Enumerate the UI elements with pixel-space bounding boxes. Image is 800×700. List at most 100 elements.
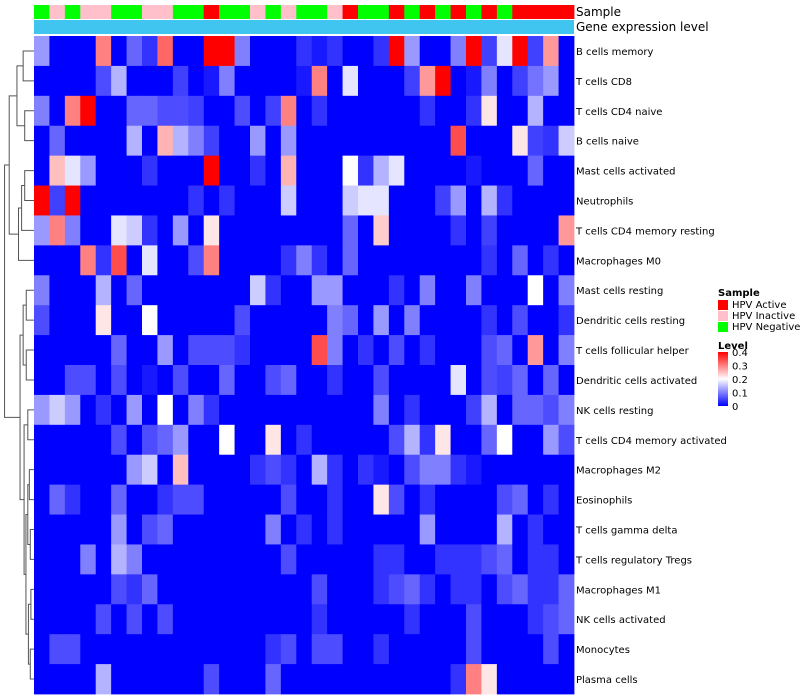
- heatmap-cell: [49, 394, 66, 426]
- heatmap-cell: [435, 125, 451, 157]
- heatmap-cell: [80, 185, 97, 216]
- heatmap-cell: [450, 604, 467, 635]
- heatmap-cell: [512, 604, 529, 635]
- heatmap-cell: [558, 125, 575, 157]
- heatmap-cell: [373, 634, 390, 665]
- heatmap-cell: [157, 454, 174, 486]
- heatmap-cell: [311, 65, 328, 97]
- heatmap-cell: [558, 215, 575, 246]
- heatmap-cell: [203, 215, 220, 246]
- sample-annotation-cell: [435, 5, 451, 19]
- heatmap-cell: [64, 365, 81, 396]
- heatmap-cell: [466, 65, 482, 97]
- heatmap-cell: [80, 664, 97, 695]
- sample-annotation-label: Sample: [576, 5, 621, 19]
- row-label: Monocytes: [576, 645, 630, 656]
- row-label: Macrophages M2: [576, 466, 661, 477]
- heatmap-cell: [327, 424, 343, 456]
- heatmap-cell: [311, 484, 328, 515]
- heatmap-cell: [311, 514, 328, 545]
- dendrogram-branch: [18, 207, 34, 261]
- heatmap-cell: [496, 185, 513, 216]
- heatmap-cell: [234, 185, 251, 216]
- heatmap-cell: [49, 365, 66, 396]
- heatmap-cells: [34, 36, 575, 695]
- heatmap-cell: [373, 245, 390, 276]
- heatmap-cell: [157, 484, 174, 515]
- heatmap-cell: [172, 484, 189, 515]
- heatmap-cell: [481, 65, 498, 97]
- heatmap-cell: [219, 604, 235, 635]
- heatmap-cell: [80, 454, 97, 486]
- heatmap-cell: [450, 664, 467, 695]
- heatmap-cell: [419, 275, 436, 306]
- sample-annotation-cell: [558, 5, 575, 19]
- heatmap-cell: [373, 275, 390, 306]
- heatmap-cell: [157, 544, 174, 575]
- heatmap-cell: [404, 275, 421, 306]
- heatmap-cell: [527, 394, 544, 426]
- heatmap-cell: [373, 95, 390, 127]
- heatmap-cell: [527, 454, 544, 486]
- heatmap-cell: [311, 335, 328, 366]
- heatmap-cell: [203, 394, 220, 426]
- heatmap-cell: [358, 245, 374, 276]
- heatmap-cell: [49, 125, 66, 157]
- heatmap-cell: [512, 394, 529, 426]
- heatmap-cell: [558, 484, 575, 515]
- heatmap-cell: [466, 335, 482, 366]
- heatmap-cell: [219, 185, 235, 216]
- heatmap-cell: [126, 215, 143, 246]
- heatmap-cell: [358, 185, 374, 216]
- heatmap-cell: [388, 125, 405, 157]
- heatmap-cell: [388, 514, 405, 545]
- heatmap-cell: [342, 394, 359, 426]
- level-legend-tick: 0.4: [732, 348, 748, 359]
- heatmap-cell: [250, 664, 266, 695]
- heatmap-cell: [34, 185, 50, 216]
- heatmap-cell: [311, 185, 328, 216]
- heatmap-cell: [64, 215, 81, 246]
- heatmap-cell: [481, 394, 498, 426]
- heatmap-cell: [142, 125, 158, 157]
- heatmap-cell: [296, 664, 313, 695]
- heatmap-cell: [188, 155, 205, 186]
- heatmap-cell: [95, 484, 112, 515]
- heatmap-cell: [172, 394, 189, 426]
- heatmap-cell: [496, 664, 513, 695]
- heatmap-cell: [111, 544, 127, 575]
- heatmap-cell: [250, 634, 266, 665]
- heatmap-cell: [311, 36, 328, 67]
- heatmap-cell: [203, 634, 220, 665]
- heatmap-cell: [388, 394, 405, 426]
- heatmap-cell: [543, 365, 559, 396]
- heatmap-cell: [34, 155, 50, 186]
- heatmap-cell: [265, 454, 282, 486]
- heatmap-cell: [34, 335, 50, 366]
- heatmap-cell: [126, 245, 143, 276]
- heatmap-cell: [80, 514, 97, 545]
- sample-annotation-cell: [126, 5, 143, 19]
- heatmap-cell: [558, 664, 575, 695]
- heatmap-cell: [64, 125, 81, 157]
- heatmap-cell: [172, 305, 189, 336]
- heatmap-cell: [95, 454, 112, 486]
- heatmap-cell: [466, 544, 482, 575]
- heatmap-cell: [327, 365, 343, 396]
- heatmap-cell: [203, 95, 220, 127]
- heatmap-cell: [512, 305, 529, 336]
- row-label: T cells follicular helper: [575, 346, 690, 357]
- heatmap-cell: [250, 424, 266, 456]
- heatmap-cell: [126, 394, 143, 426]
- heatmap-cell: [558, 365, 575, 396]
- heatmap-cell: [481, 215, 498, 246]
- heatmap-cell: [34, 664, 50, 695]
- heatmap-cell: [95, 634, 112, 665]
- heatmap-cell: [126, 335, 143, 366]
- heatmap-cell: [80, 215, 97, 246]
- heatmap-cell: [419, 215, 436, 246]
- heatmap-cell: [265, 245, 282, 276]
- heatmap-cell: [388, 365, 405, 396]
- heatmap-cell: [327, 245, 343, 276]
- heatmap-cell: [280, 454, 297, 486]
